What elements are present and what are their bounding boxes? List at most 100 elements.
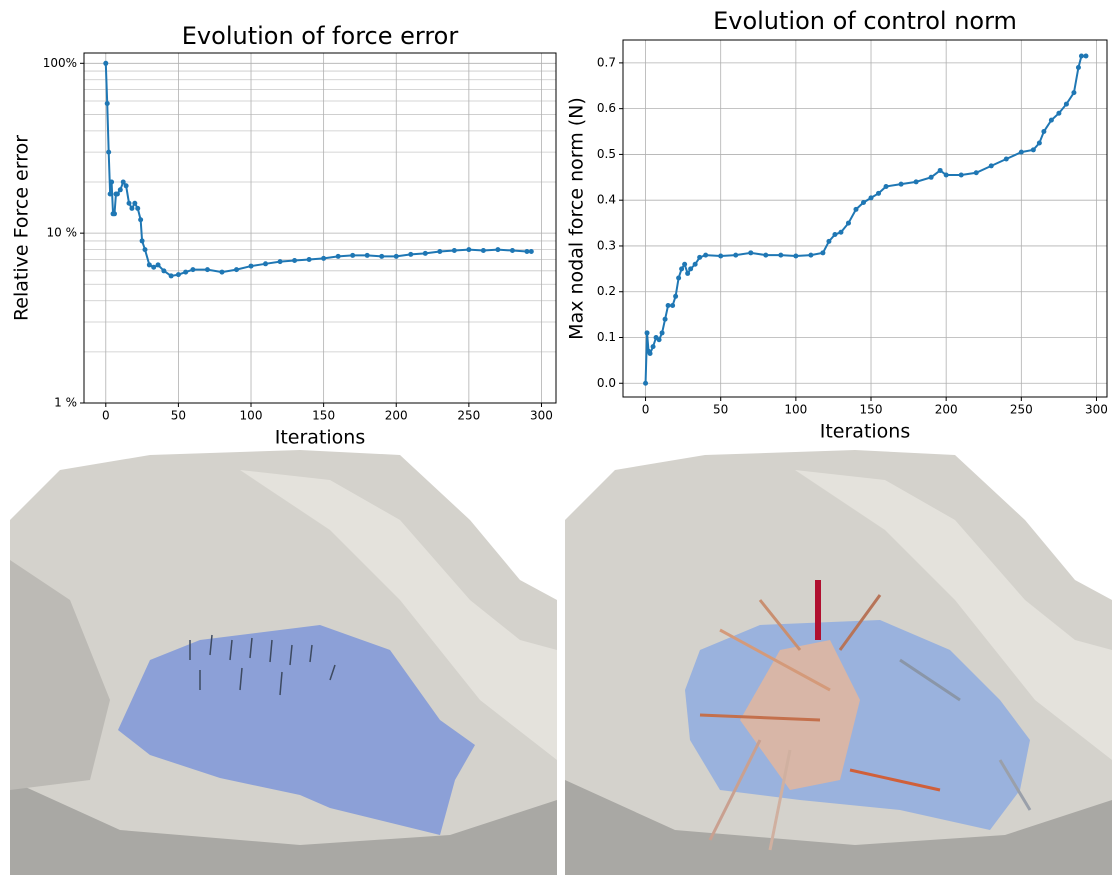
x-tick-label: 50 — [713, 403, 728, 417]
data-point — [528, 248, 534, 254]
data-point — [155, 262, 161, 268]
y-tick-label: 0.2 — [597, 284, 616, 298]
y-tick-label: 0.5 — [597, 147, 616, 161]
data-point — [883, 183, 889, 189]
x-tick-label: 300 — [1085, 403, 1108, 417]
x-tick-label: 50 — [171, 409, 186, 423]
data-point — [937, 167, 943, 173]
data-point — [1030, 147, 1036, 153]
data-point — [1003, 156, 1009, 162]
y-axis-label: Relative Force error — [11, 135, 33, 321]
data-point — [826, 238, 832, 244]
data-point — [120, 179, 126, 185]
data-point — [673, 293, 679, 299]
arrows — [699, 580, 1032, 851]
data-point — [107, 191, 113, 197]
data-point — [958, 172, 964, 178]
data-point — [656, 337, 662, 343]
data-point — [1036, 140, 1042, 146]
data-point — [838, 229, 844, 235]
data-point — [1056, 110, 1062, 116]
data-point — [138, 217, 144, 223]
data-point — [697, 254, 703, 260]
data-point — [114, 191, 120, 197]
data-point — [135, 205, 141, 211]
data-point — [808, 252, 814, 258]
data-point — [248, 263, 254, 269]
data-point — [104, 100, 110, 106]
data-point — [733, 252, 739, 258]
data-point — [524, 248, 530, 254]
data-point — [679, 266, 685, 272]
contact-patch-hot — [740, 640, 860, 790]
x-tick-label: 150 — [860, 403, 883, 417]
data-point — [643, 380, 649, 386]
data-point — [1078, 53, 1084, 59]
data-point — [183, 269, 189, 275]
x-tick-label: 250 — [1010, 403, 1033, 417]
data-point — [480, 248, 486, 254]
data-point — [860, 199, 866, 205]
plot-frame — [622, 39, 1108, 398]
data-point — [103, 60, 109, 66]
data-point — [175, 272, 181, 278]
y-tick-label: 0.3 — [597, 238, 616, 252]
chart-title: Evolution of control norm — [713, 7, 1017, 35]
data-point — [793, 253, 799, 259]
data-point — [665, 302, 671, 308]
chart-title: Evolution of force error — [182, 22, 459, 50]
x-tick-label: 200 — [935, 403, 958, 417]
data-point — [988, 163, 994, 169]
data-point — [898, 181, 904, 187]
surface-shade — [10, 560, 110, 790]
contact-patch — [118, 625, 475, 835]
data-point — [1071, 90, 1077, 96]
chart: 0 50 100 150 200 250 300 1 % 10 % 100% Evolution o… — [11, 22, 557, 449]
data-point — [853, 206, 859, 212]
data-point — [350, 252, 356, 258]
data-point — [142, 247, 148, 253]
x-tick-label: 250 — [457, 409, 480, 423]
data-point — [129, 205, 135, 211]
data-point — [685, 270, 691, 276]
y-tick-label: 100% — [43, 56, 77, 70]
data-point — [718, 253, 724, 259]
data-point — [1041, 129, 1047, 135]
data-point — [845, 220, 851, 226]
data-point — [123, 183, 129, 189]
surface-shade — [565, 780, 1112, 875]
surface-light — [795, 470, 1112, 760]
data-point — [644, 330, 650, 336]
data-point — [379, 253, 385, 259]
y-tick-label: 1 % — [54, 396, 77, 410]
data-point — [139, 238, 145, 244]
chart: 0 50 100 150 200 250 300 0.0 0.1 0.2 0.3 0.4 0.5 0.6 0… — [566, 7, 1108, 443]
data-point — [928, 174, 934, 180]
data-point — [1083, 53, 1089, 59]
data-point — [688, 266, 694, 272]
data-point — [662, 316, 668, 322]
data-line — [104, 63, 532, 277]
y-axis-label: Max nodal force norm (N) — [566, 97, 588, 340]
data-point — [168, 273, 174, 279]
y-tick-label: 0.7 — [597, 55, 616, 69]
x-tick-label: 0 — [102, 409, 110, 423]
render-right — [565, 450, 1112, 875]
data-point — [306, 256, 312, 262]
data-point — [146, 262, 152, 268]
data-point — [161, 268, 167, 274]
data-point — [126, 200, 132, 206]
data-point — [748, 250, 754, 256]
y-tick-label: 0.0 — [597, 376, 616, 390]
data-point — [659, 330, 665, 336]
data-point — [650, 344, 656, 350]
render-left — [10, 450, 557, 875]
y-tick-label: 0.6 — [597, 101, 616, 115]
data-point — [868, 195, 874, 201]
data-point — [495, 247, 501, 253]
data-point — [117, 187, 123, 193]
data-point — [451, 248, 457, 254]
data-point — [190, 267, 196, 273]
x-tick-label: 200 — [385, 409, 408, 423]
